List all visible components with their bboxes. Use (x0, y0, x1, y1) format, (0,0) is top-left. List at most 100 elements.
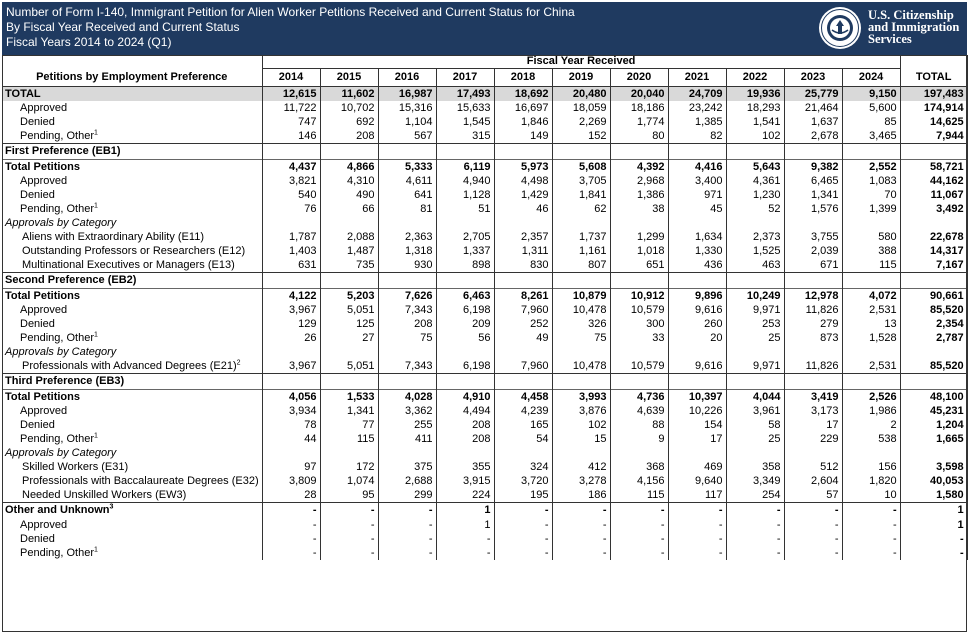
value-cell: 115 (320, 432, 379, 446)
footnote-marker: 1 (94, 331, 98, 338)
value-cell: 3,915 (436, 474, 495, 488)
value-cell (320, 373, 379, 390)
value-cell (320, 345, 379, 359)
value-cell: 10,912 (610, 288, 669, 303)
value-cell: 2,531 (842, 359, 901, 374)
table-row: Denied 129 125 208 209 252 326 300 260 253 279 13 2,… (2, 317, 968, 331)
value-cell: 1,104 (378, 115, 437, 129)
value-cell: 17 (784, 418, 843, 432)
value-cell (436, 345, 495, 359)
value-cell: 24,709 (668, 86, 727, 101)
total-cell (900, 373, 968, 390)
value-cell: 9,640 (668, 474, 727, 488)
total-cell: 1 (900, 518, 968, 532)
value-cell: 102 (726, 129, 785, 144)
value-cell (436, 272, 495, 289)
value-cell: 18,059 (552, 101, 611, 115)
value-cell: 436 (668, 258, 727, 273)
value-cell (668, 373, 727, 390)
value-cell: 1,337 (436, 244, 495, 258)
value-cell (262, 373, 321, 390)
row-label: Approved (2, 174, 263, 188)
value-cell: 5,643 (726, 159, 785, 174)
table-row: Other and Unknown3- - -1- - - - - - -1 (2, 502, 968, 518)
value-cell: 4,494 (436, 404, 495, 418)
value-cell (436, 216, 495, 230)
total-cell: 22,678 (900, 230, 968, 244)
table-row: Total Petitions 4,437 4,866 5,333 6,119 5,973… (2, 159, 968, 174)
header-blank (900, 55, 968, 69)
value-cell (668, 446, 727, 460)
value-cell: 4,028 (378, 389, 437, 404)
row-label: Other and Unknown3 (2, 502, 263, 518)
value-cell: - (436, 546, 495, 560)
value-cell: 3,821 (262, 174, 321, 188)
value-cell: 10,579 (610, 359, 669, 374)
value-cell: 85 (842, 115, 901, 129)
value-cell: 102 (552, 418, 611, 432)
value-cell: 208 (320, 129, 379, 144)
value-cell: 9,896 (668, 288, 727, 303)
value-cell: 82 (668, 129, 727, 144)
row-label-text: Pending, Other (20, 432, 94, 445)
value-cell: 95 (320, 488, 379, 503)
year-header: 2020 (610, 68, 669, 87)
value-cell: 3,173 (784, 404, 843, 418)
total-cell: - (900, 546, 968, 560)
title-line-3: Fiscal Years 2014 to 2024 (Q1) (6, 35, 172, 49)
total-cell: 14,317 (900, 244, 968, 258)
value-cell (262, 272, 321, 289)
value-cell: - (262, 518, 321, 532)
table-row: Professionals with Advanced Degrees (E21… (2, 359, 968, 374)
value-cell: 2,373 (726, 230, 785, 244)
value-cell: 4,044 (726, 389, 785, 404)
value-cell: 358 (726, 460, 785, 474)
table-row: Outstanding Professors or Researchers (E… (2, 244, 968, 258)
value-cell: 971 (668, 188, 727, 202)
value-cell: - (784, 532, 843, 546)
value-cell: 1,986 (842, 404, 901, 418)
value-cell: 208 (436, 432, 495, 446)
table-row: TOTAL 12,615 11,602 16,987 17,493 18,692 20,48… (2, 86, 968, 101)
total-cell (900, 216, 968, 230)
value-cell: - (668, 546, 727, 560)
year-header: 2019 (552, 68, 611, 87)
value-cell: 463 (726, 258, 785, 273)
value-cell: 1,525 (726, 244, 785, 258)
value-cell: 17 (668, 432, 727, 446)
value-cell: 26 (262, 331, 321, 345)
table-row: Denied - - - - - - - - - - - - (2, 532, 968, 546)
value-cell: 4,122 (262, 288, 321, 303)
value-cell: 1,576 (784, 202, 843, 216)
total-cell: 14,625 (900, 115, 968, 129)
value-cell: - (494, 532, 553, 546)
row-label: Denied (2, 188, 263, 202)
value-cell: 195 (494, 488, 553, 503)
value-cell: 58 (726, 418, 785, 432)
total-cell: 2,787 (900, 331, 968, 345)
value-cell: 538 (842, 432, 901, 446)
value-cell: 1,386 (610, 188, 669, 202)
value-cell: 4,611 (378, 174, 437, 188)
value-cell (552, 373, 611, 390)
value-cell: 54 (494, 432, 553, 446)
value-cell: - (320, 532, 379, 546)
table-row: Total Petitions 4,122 5,203 7,626 6,463 8,261… (2, 288, 968, 303)
value-cell: - (552, 502, 611, 518)
value-cell: - (842, 532, 901, 546)
value-cell (784, 272, 843, 289)
value-cell: 154 (668, 418, 727, 432)
value-cell (610, 446, 669, 460)
row-label: Pending, Other1 (2, 546, 263, 560)
value-cell: 20 (668, 331, 727, 345)
value-cell: 25 (726, 331, 785, 345)
year-header: 2016 (378, 68, 437, 87)
value-cell: 651 (610, 258, 669, 273)
value-cell: 152 (552, 129, 611, 144)
value-cell: 3,278 (552, 474, 611, 488)
total-cell: 7,944 (900, 129, 968, 144)
value-cell (784, 216, 843, 230)
value-cell: 368 (610, 460, 669, 474)
value-cell: - (668, 518, 727, 532)
value-cell (842, 143, 901, 160)
